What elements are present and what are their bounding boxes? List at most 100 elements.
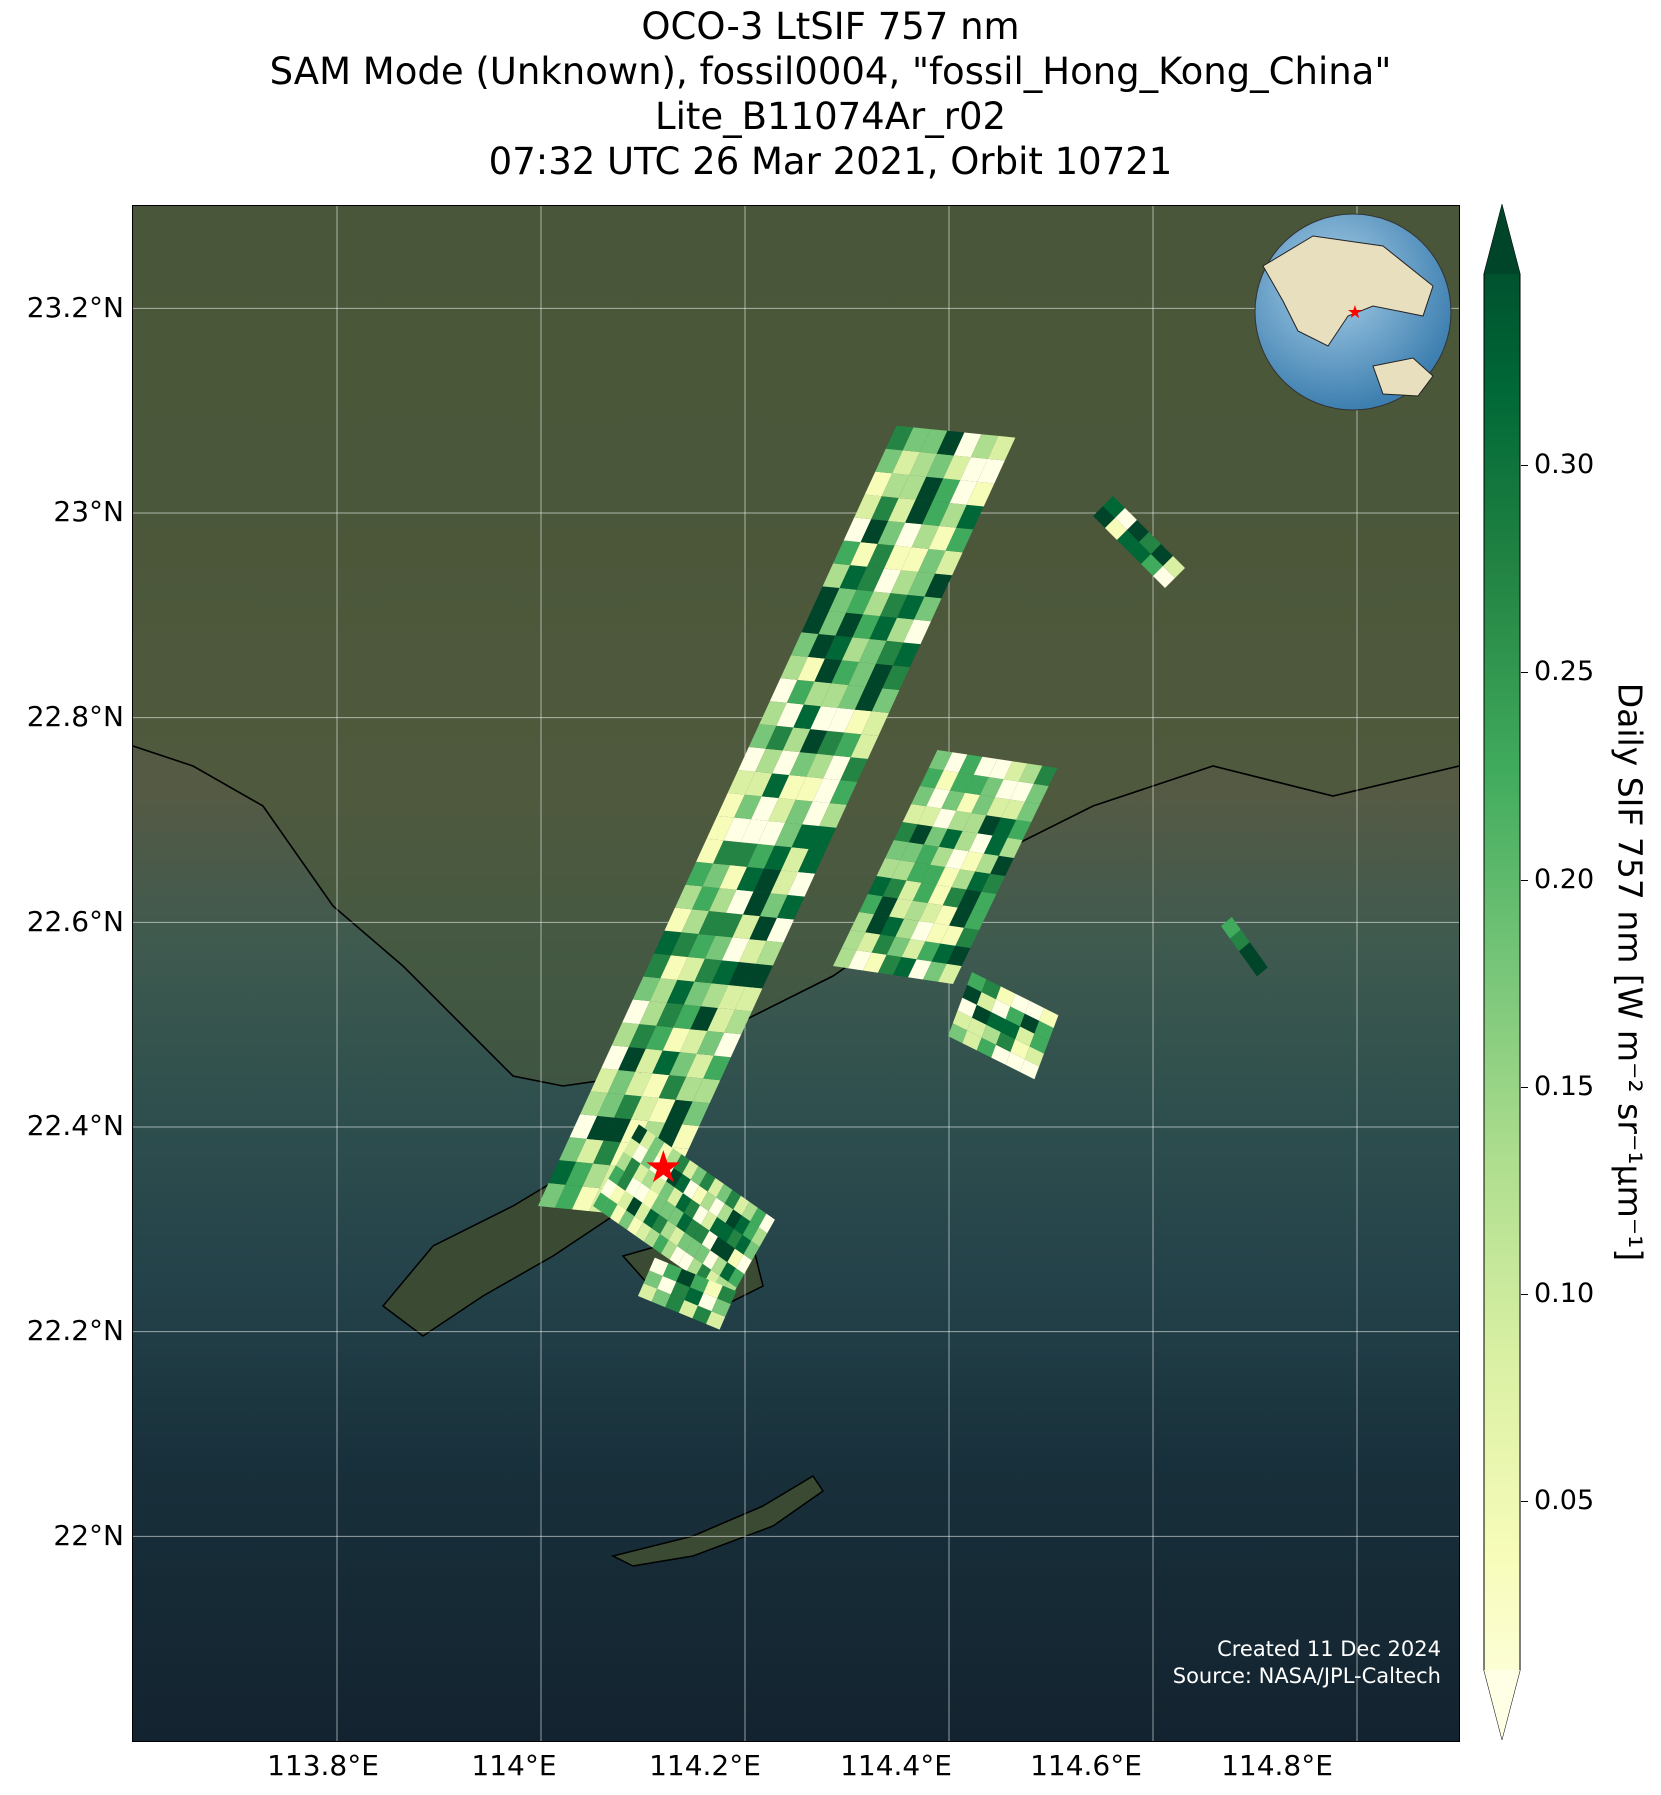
sif-footprint-cell: [750, 1207, 767, 1228]
sif-footprint-cell: [631, 1096, 659, 1121]
sif-footprint-cell: [823, 755, 851, 781]
sif-footprint-cell: [700, 1211, 718, 1231]
credits: Created 11 Dec 2024 Source: NASA/JPL-Cal…: [1173, 1636, 1441, 1690]
colorbar-tick-mark: [1521, 1294, 1528, 1295]
sif-footprint-cell: [1239, 942, 1259, 964]
sif-footprint-cell: [949, 907, 973, 928]
sif-footprint-cell: [653, 930, 682, 956]
sif-footprint-cell: [774, 822, 803, 848]
sif-footprint-cell: [816, 730, 845, 756]
sif-footprint-cell: [738, 939, 767, 964]
sif-footprint-cell: [938, 963, 962, 984]
sif-footprint-cell: [886, 936, 911, 957]
title-line-3: Lite_B11074Ar_r02: [654, 95, 1007, 138]
sif-footprint-cell: [967, 972, 987, 992]
sif-footprint-cell: [923, 826, 948, 847]
sif-footprint-cell: [627, 1216, 644, 1236]
sif-footprint-cell: [682, 1160, 699, 1180]
sif-footprint-cell: [856, 566, 885, 592]
sif-footprint-cell: [755, 940, 784, 966]
sif-footprint-cell: [962, 984, 982, 1005]
sif-footprint-cell: [719, 1262, 736, 1282]
sif-footprint-cell: [706, 815, 735, 841]
sif-footprint-cell: [721, 937, 750, 963]
sif-footprint-cell: [1015, 1026, 1035, 1047]
sif-footprint-cell: [888, 497, 916, 523]
sif-footprint-cell: [635, 1222, 652, 1242]
created-date: Created 11 Dec 2024: [1217, 1637, 1441, 1661]
sif-footprint-cell: [667, 1206, 684, 1227]
sif-footprint-cell: [881, 473, 910, 498]
sif-footprint-cell: [895, 918, 920, 939]
sif-footprint-cell: [669, 1245, 686, 1266]
sif-footprint-cell: [973, 756, 998, 777]
sif-footprint-cell: [666, 1187, 684, 1207]
sif-footprint-cell: [707, 1007, 735, 1033]
sif-footprint-cell: [833, 540, 861, 566]
sif-footprint-cell: [1010, 993, 1030, 1014]
sif-footprint-cell: [908, 824, 933, 845]
sif-footprint-cell: [706, 1311, 726, 1330]
sif-footprint-cell: [696, 1030, 725, 1056]
sif-footprint-cell: [922, 501, 950, 526]
sif-footprint-cell: [643, 1270, 663, 1289]
sif-footprint-cell: [885, 840, 909, 861]
lat-tick-label: 23.2°N: [26, 291, 124, 324]
inset-globe: ★: [1254, 213, 1452, 411]
sif-footprint-cell: [632, 1143, 649, 1164]
sif-footprint-cell: [711, 1256, 728, 1276]
sif-footprint-cell: [1039, 1008, 1059, 1028]
sif-footprint-cell: [844, 709, 872, 735]
lon-tick-label: 114.8°E: [1221, 1749, 1333, 1782]
sif-footprint-cell: [740, 819, 769, 844]
sif-footprint-cell: [726, 889, 754, 915]
sif-footprint-cell: [905, 499, 933, 525]
sif-footprint-cell: [715, 912, 744, 938]
sif-footprint-cell: [684, 1218, 701, 1239]
sif-footprint-cell: [586, 1115, 615, 1141]
sif-footprint-cell: [781, 847, 809, 872]
sif-footprint-cell: [1010, 781, 1034, 802]
sif-footprint-cell: [698, 1292, 718, 1312]
sif-footprint-cell: [846, 589, 874, 615]
sif-footprint-cell: [919, 903, 943, 924]
sif-footprint-cell: [871, 934, 896, 955]
sif-footprint-cell: [948, 1023, 968, 1044]
sif-footprint-cell: [998, 837, 1023, 858]
sif-footprint-cell: [760, 893, 788, 918]
sif-footprint-cell: [1020, 1013, 1040, 1034]
lat-tick-label: 22.6°N: [26, 905, 124, 938]
sif-footprint-cell: [708, 1197, 725, 1218]
sif-footprint-cell: [665, 1294, 685, 1313]
map-panel[interactable]: ★ ★: [132, 205, 1460, 1742]
sif-footprint-cell: [890, 570, 919, 595]
sif-footprint-cell: [758, 1213, 775, 1234]
sif-footprint-cell: [757, 820, 786, 846]
colorbar-tick-label: 0.20: [1534, 864, 1595, 895]
sif-footprint-cell: [668, 1226, 685, 1246]
sif-footprint-cell: [882, 665, 910, 691]
sif-footprint-cell: [686, 1053, 714, 1079]
lat-tick-label: 23°N: [53, 495, 124, 528]
sif-footprint-cell: [878, 954, 902, 975]
sif-footprint-cell: [947, 810, 972, 831]
sif-footprint-cell: [839, 565, 868, 590]
sif-footprint-cell: [634, 1202, 651, 1223]
sif-footprint-cell: [945, 527, 974, 553]
sif-footprint-cell: [711, 1298, 731, 1317]
target-marker-layer: ★: [644, 1142, 683, 1193]
sif-footprint-cell: [617, 1190, 634, 1211]
sif-footprint-cell: [835, 612, 864, 638]
sif-footprint-cell: [840, 757, 868, 782]
sif-footprint-cell: [601, 1198, 618, 1218]
sif-footprint-cell: [874, 896, 898, 917]
sif-footprint-cell: [981, 1024, 1001, 1045]
sif-footprint-cell: [624, 1157, 641, 1178]
sif-footprint-cell: [632, 1163, 650, 1184]
sif-footprint-cell: [829, 780, 858, 805]
sif-footprint-cell: [709, 888, 737, 913]
sif-footprint-cell: [772, 750, 800, 776]
sif-footprint-cell: [814, 658, 842, 684]
sif-footprint-cell: [981, 979, 1001, 1000]
sif-footprint-cell: [863, 952, 887, 973]
